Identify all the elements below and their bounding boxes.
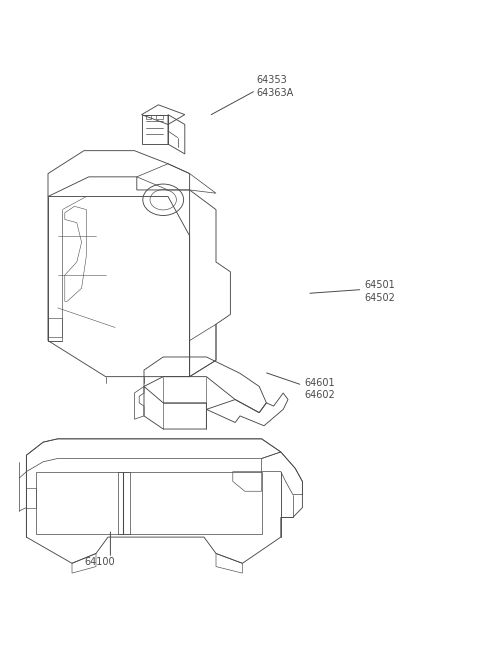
Text: 64100: 64100 [84,557,115,567]
Text: 64353
64363A: 64353 64363A [257,75,294,98]
Text: 64501
64502: 64501 64502 [365,280,396,303]
Text: 64601
64602: 64601 64602 [305,378,336,400]
